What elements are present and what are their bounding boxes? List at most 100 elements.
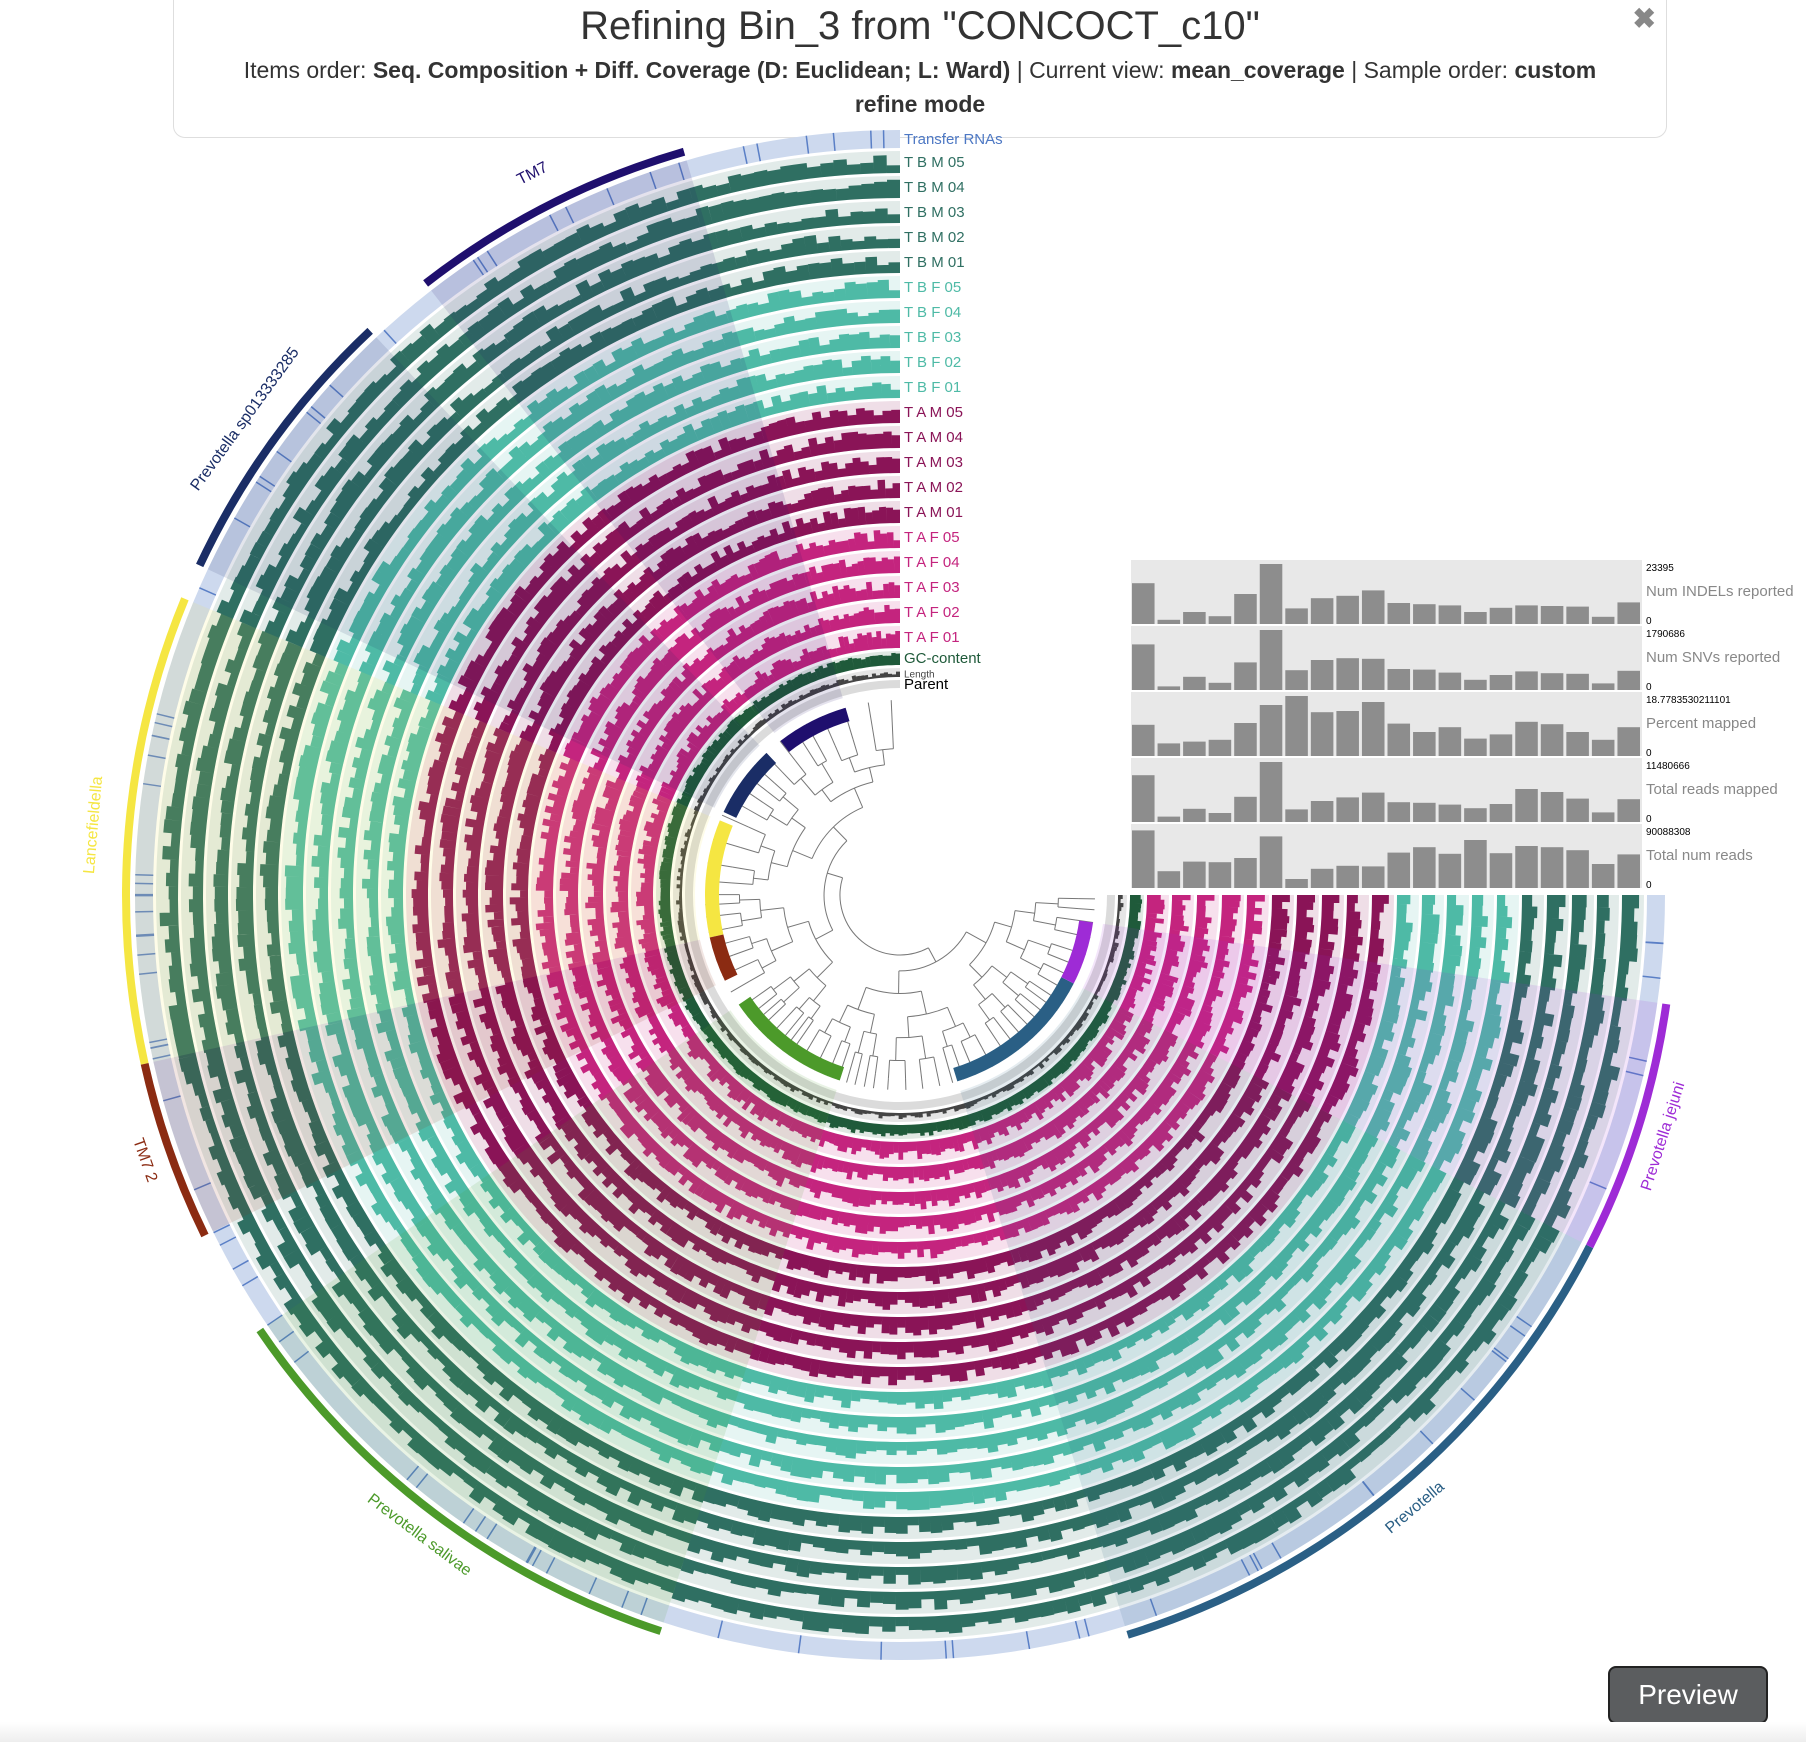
sample-bar[interactable]	[1617, 854, 1640, 888]
sample-bar[interactable]	[1183, 808, 1206, 822]
sample-bar[interactable]	[1489, 734, 1513, 756]
bin-arc[interactable]	[196, 327, 373, 568]
sample-bar[interactable]	[1132, 583, 1155, 624]
sample-bar[interactable]	[1540, 792, 1564, 822]
sample-bar[interactable]	[1489, 607, 1513, 624]
sample-bar[interactable]	[1310, 801, 1334, 822]
bin-arc[interactable]	[140, 1062, 209, 1238]
sample-bar[interactable]	[1438, 804, 1462, 822]
sample-bar[interactable]	[1489, 804, 1513, 822]
tree-bin-highlight[interactable]	[723, 752, 777, 818]
sample-bar[interactable]	[1183, 676, 1206, 690]
sample-bar[interactable]	[1515, 789, 1538, 822]
sample-bar[interactable]	[1387, 802, 1411, 822]
sample-bar[interactable]	[1336, 797, 1359, 822]
sample-bar[interactable]	[1413, 847, 1436, 888]
sample-bar[interactable]	[1515, 846, 1538, 888]
sample-bars-panel[interactable]: 23395 0 Num INDELs reported 1790686 0 Num SNV…	[1131, 560, 1794, 891]
sample-bar[interactable]	[1617, 799, 1640, 822]
sample-bar[interactable]	[1234, 594, 1257, 624]
close-icon[interactable]: ✖	[1632, 3, 1656, 34]
sample-bar[interactable]	[1259, 705, 1283, 756]
sample-bar[interactable]	[1515, 605, 1538, 624]
tree-bin-highlight[interactable]	[1061, 920, 1094, 984]
tree-bin-highlight[interactable]	[709, 934, 738, 981]
sample-bar[interactable]	[1208, 739, 1232, 756]
sample-bar[interactable]	[1438, 605, 1462, 624]
sample-bar[interactable]	[1540, 847, 1564, 888]
sample-bar[interactable]	[1566, 798, 1589, 822]
sample-bar[interactable]	[1515, 671, 1538, 690]
sample-bar[interactable]	[1336, 658, 1359, 690]
sample-bar[interactable]	[1208, 862, 1232, 888]
sample-bar[interactable]	[1234, 662, 1257, 690]
sample-bar[interactable]	[1285, 809, 1308, 822]
sample-bar[interactable]	[1234, 858, 1257, 888]
sample-bar[interactable]	[1591, 812, 1615, 822]
sample-bar[interactable]	[1489, 853, 1513, 888]
sample-bar[interactable]	[1617, 670, 1640, 690]
sample-bar[interactable]	[1515, 721, 1538, 756]
sample-bar[interactable]	[1285, 670, 1308, 690]
sample-bar[interactable]	[1336, 711, 1359, 756]
sample-bar[interactable]	[1489, 675, 1513, 690]
sample-bar[interactable]	[1157, 743, 1181, 756]
sample-bar[interactable]	[1591, 616, 1615, 624]
sample-bar[interactable]	[1157, 816, 1181, 822]
sample-bar[interactable]	[1387, 669, 1411, 690]
sample-bar[interactable]	[1617, 727, 1640, 756]
sample-bar[interactable]	[1387, 603, 1411, 624]
bin-arc[interactable]	[122, 597, 189, 1065]
tree-bin-highlight[interactable]	[953, 977, 1074, 1082]
sample-bar[interactable]	[1336, 595, 1359, 624]
sample-bar[interactable]	[1336, 865, 1359, 888]
sample-bar[interactable]	[1234, 723, 1257, 756]
sample-bar[interactable]	[1540, 673, 1564, 690]
tree-bin-highlight[interactable]	[705, 820, 733, 938]
sample-bar[interactable]	[1438, 853, 1462, 888]
sample-bar[interactable]	[1540, 606, 1564, 624]
sample-bar[interactable]	[1157, 619, 1181, 624]
sample-bar[interactable]	[1413, 604, 1436, 624]
sample-bar[interactable]	[1438, 672, 1462, 690]
sample-bar[interactable]	[1310, 712, 1334, 756]
sample-bar[interactable]	[1208, 616, 1232, 624]
sample-bar[interactable]	[1132, 724, 1155, 756]
bin-arc[interactable]	[1586, 1003, 1671, 1249]
sample-bar[interactable]	[1413, 669, 1436, 690]
sample-bar[interactable]	[1285, 696, 1308, 756]
sample-bar[interactable]	[1259, 564, 1283, 624]
sample-bar[interactable]	[1285, 879, 1308, 888]
sample-bar[interactable]	[1413, 732, 1436, 756]
sample-bar[interactable]	[1387, 852, 1411, 888]
sample-bar[interactable]	[1464, 840, 1487, 888]
sample-bar[interactable]	[1259, 836, 1283, 888]
sample-bar[interactable]	[1361, 590, 1385, 624]
dendrogram[interactable]	[704, 700, 1095, 1090]
preview-button[interactable]: Preview	[1608, 1666, 1768, 1736]
sample-bar[interactable]	[1566, 850, 1589, 888]
sample-bar[interactable]	[1361, 658, 1385, 690]
sample-bar[interactable]	[1617, 602, 1640, 624]
sample-bar[interactable]	[1591, 864, 1615, 888]
sample-bar[interactable]	[1132, 830, 1155, 888]
sample-bar[interactable]	[1464, 612, 1487, 624]
sample-bar[interactable]	[1566, 673, 1589, 690]
sample-bar[interactable]	[1464, 679, 1487, 690]
sample-bar[interactable]	[1259, 762, 1283, 822]
sample-bar[interactable]	[1566, 732, 1589, 756]
sample-bar[interactable]	[1157, 871, 1181, 888]
sample-bar[interactable]	[1464, 738, 1487, 756]
tree-bin-highlight[interactable]	[780, 707, 850, 752]
sample-bar[interactable]	[1310, 598, 1334, 624]
sample-bar[interactable]	[1234, 796, 1257, 822]
sample-bar[interactable]	[1464, 808, 1487, 822]
sample-bar[interactable]	[1183, 612, 1206, 624]
sample-bar[interactable]	[1157, 686, 1181, 690]
sample-bar[interactable]	[1591, 683, 1615, 690]
sample-bar[interactable]	[1183, 861, 1206, 888]
sample-bar[interactable]	[1413, 802, 1436, 822]
sample-bar[interactable]	[1387, 723, 1411, 756]
bin-arc[interactable]	[423, 147, 686, 287]
